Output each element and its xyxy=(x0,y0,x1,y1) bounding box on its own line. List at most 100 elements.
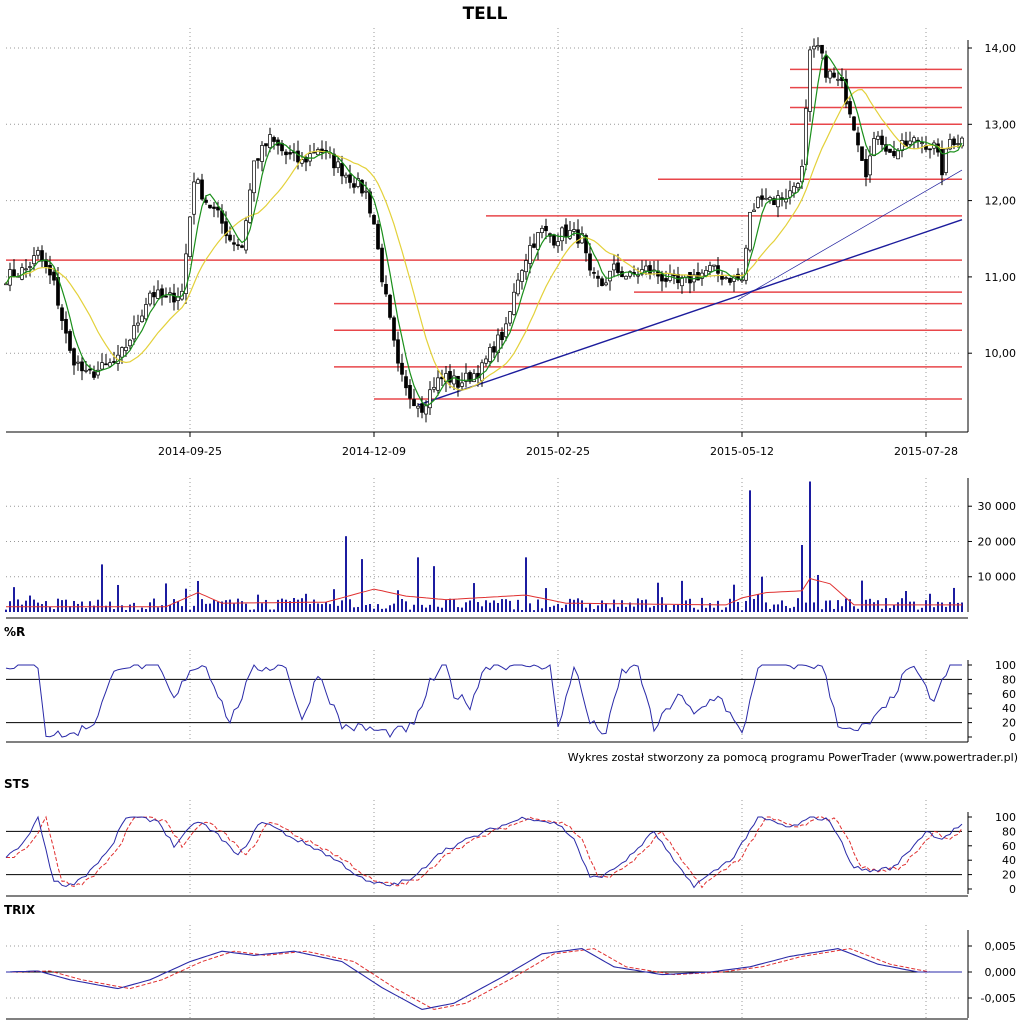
candle-body xyxy=(356,178,360,187)
candle xyxy=(180,283,184,301)
candle-body xyxy=(192,181,196,215)
volume-y-axis-label-2: 10 000 xyxy=(978,571,1017,584)
candle xyxy=(460,372,464,390)
candle xyxy=(692,269,696,292)
williams-r-y-axis-label-3: 40 xyxy=(1002,702,1016,715)
candle xyxy=(724,276,728,280)
candle-body xyxy=(860,146,864,161)
candle xyxy=(48,255,52,285)
candle-body xyxy=(296,150,300,163)
candle xyxy=(392,315,396,347)
candle xyxy=(372,213,376,225)
candle xyxy=(212,202,216,218)
candle-body xyxy=(132,325,136,340)
candle-body xyxy=(912,137,916,143)
candle xyxy=(160,284,164,306)
candle xyxy=(428,381,432,416)
candle xyxy=(24,258,28,278)
candle xyxy=(612,254,616,278)
candle-body xyxy=(28,266,32,268)
candle-body xyxy=(12,269,16,278)
candle-body xyxy=(868,155,872,176)
candle-body xyxy=(864,159,868,178)
candle xyxy=(52,267,56,286)
candle xyxy=(792,182,796,198)
candle xyxy=(264,143,268,157)
candle-body xyxy=(408,385,412,399)
candle xyxy=(508,311,512,327)
candle xyxy=(436,370,440,396)
candle-body xyxy=(40,250,44,262)
candle xyxy=(940,140,944,186)
candle-body xyxy=(32,255,36,265)
candle-body xyxy=(532,243,536,248)
candle-body xyxy=(464,372,468,382)
candle-body xyxy=(244,220,248,251)
candle-body xyxy=(488,347,492,362)
x-tick-label-2: 2015-02-25 xyxy=(526,445,590,458)
candle xyxy=(812,38,816,58)
candle xyxy=(184,243,188,304)
candle xyxy=(748,211,752,253)
candle-body xyxy=(436,377,440,391)
candle-body xyxy=(588,253,592,271)
williams-r-title: %R xyxy=(4,625,25,639)
candle-body xyxy=(212,206,216,209)
candle xyxy=(608,270,612,291)
candle xyxy=(852,116,856,132)
candle-body xyxy=(600,278,604,286)
candle-body xyxy=(572,229,576,232)
candle xyxy=(624,275,628,280)
candle-body xyxy=(416,405,420,409)
candle-body xyxy=(832,72,836,78)
candle xyxy=(112,351,116,364)
candle-body xyxy=(204,199,208,203)
candle xyxy=(600,276,604,287)
candle-body xyxy=(348,174,352,183)
trix-y-axis-label-1: 0,000 xyxy=(985,966,1017,979)
trix-title: TRIX xyxy=(4,903,36,917)
sts-main-line xyxy=(5,815,963,889)
candle-body xyxy=(232,242,236,245)
candle-body xyxy=(616,262,620,273)
candle xyxy=(272,135,276,150)
candle-body xyxy=(52,271,56,281)
candle-body xyxy=(364,190,368,193)
candle xyxy=(488,343,492,367)
candle xyxy=(116,345,120,371)
candle-body xyxy=(404,376,408,389)
candle-body xyxy=(72,348,76,366)
candle-body xyxy=(344,174,348,178)
candle-body xyxy=(648,265,652,274)
candle xyxy=(376,220,380,250)
candle-body xyxy=(172,292,176,303)
candle-body xyxy=(960,137,964,147)
candle xyxy=(80,357,84,381)
candle xyxy=(76,355,80,371)
candle-body xyxy=(784,198,788,203)
candle xyxy=(172,283,176,311)
candle xyxy=(484,355,488,367)
candle-body xyxy=(628,271,632,277)
candle-body xyxy=(228,234,232,241)
candle-body xyxy=(412,399,416,407)
candle xyxy=(720,271,724,286)
price-panel: 14,00 13,00 12,00 11,00 10,00 2014-09-25 2014-… xyxy=(4,28,1016,458)
candle xyxy=(752,203,756,212)
candle-body xyxy=(892,151,896,157)
candle-body xyxy=(744,247,748,281)
candle-body xyxy=(512,291,516,315)
candle xyxy=(36,246,40,260)
candle-body xyxy=(376,223,380,250)
candle-body xyxy=(252,160,256,194)
candle-body xyxy=(472,373,476,383)
candle-body xyxy=(644,265,648,272)
candle xyxy=(244,216,248,254)
candle xyxy=(644,260,648,276)
candle-body xyxy=(544,225,548,232)
candle xyxy=(104,353,108,366)
candle-body xyxy=(752,209,756,212)
candle xyxy=(928,148,932,159)
candle xyxy=(684,274,688,284)
